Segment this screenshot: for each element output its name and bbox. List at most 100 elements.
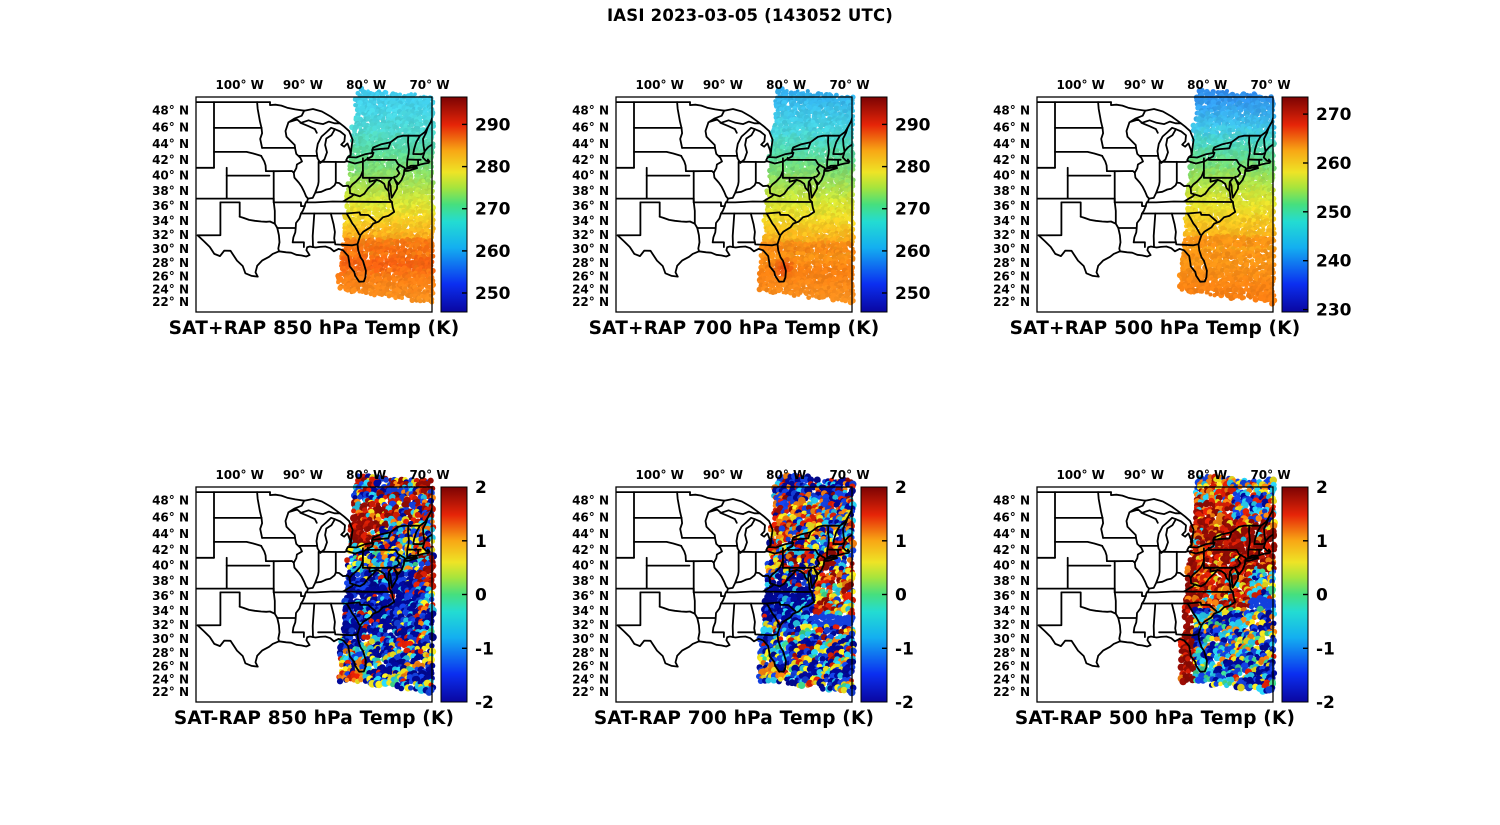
retrieval-field-dots bbox=[1176, 87, 1278, 307]
panel-title-sat-plus-rap-500: SAT+RAP 500 hPa Temp (K) bbox=[1009, 318, 1301, 339]
lat-tick-label: 46° N bbox=[993, 510, 1030, 524]
lon-tick-labels: 100° W 90° W 80° W 70° W bbox=[635, 468, 869, 482]
colorbar-tick-label: 280 bbox=[475, 158, 511, 178]
lat-tick-label: 22° N bbox=[572, 685, 609, 699]
lat-tick-label: 24° N bbox=[152, 672, 189, 686]
lon-tick-labels: 100° W 90° W 80° W 70° W bbox=[1056, 78, 1290, 92]
colorbar-tick-label: 2 bbox=[475, 478, 487, 498]
lat-tick-label: 48° N bbox=[152, 494, 189, 508]
lon-tick-label: 80° W bbox=[766, 468, 806, 482]
colorbar: 290 280 270 260 250 bbox=[860, 96, 931, 313]
lat-tick-label: 42° N bbox=[152, 543, 189, 557]
lat-tick-label: 32° N bbox=[993, 228, 1030, 242]
panel-sat-minus-rap-700: 100° W 90° W 80° W 70° W 48° N 46° N 44° N 42° … bbox=[572, 468, 914, 713]
panel-sat-minus-rap-850: 100° W 90° W 80° W 70° W 48° N 46° N 44° N 42° … bbox=[152, 468, 494, 713]
lat-tick-label: 36° N bbox=[572, 199, 609, 213]
lat-tick-label: 38° N bbox=[152, 184, 189, 198]
lat-tick-label: 42° N bbox=[152, 153, 189, 167]
lon-tick-label: 90° W bbox=[1124, 468, 1164, 482]
lat-tick-label: 30° N bbox=[572, 242, 609, 256]
lat-tick-label: 38° N bbox=[993, 184, 1030, 198]
lat-tick-label: 40° N bbox=[993, 169, 1030, 183]
lon-tick-label: 80° W bbox=[346, 78, 386, 92]
lon-tick-label: 100° W bbox=[215, 78, 263, 92]
lon-tick-label: 70° W bbox=[829, 468, 869, 482]
colorbar: 2 1 0 -1 -2 bbox=[860, 478, 914, 713]
lat-tick-label: 32° N bbox=[993, 618, 1030, 632]
colorbar-tick-label: 260 bbox=[895, 242, 931, 262]
lat-tick-label: 26° N bbox=[572, 659, 609, 673]
lat-tick-label: 22° N bbox=[152, 295, 189, 309]
lat-tick-label: 24° N bbox=[993, 282, 1030, 296]
colorbar-tick-label: -1 bbox=[1316, 639, 1335, 659]
lat-tick-label: 46° N bbox=[993, 120, 1030, 134]
lat-tick-label: 36° N bbox=[152, 589, 189, 603]
colorbar-tick-label: -2 bbox=[475, 693, 494, 713]
lat-tick-label: 30° N bbox=[993, 242, 1030, 256]
lat-tick-label: 42° N bbox=[572, 543, 609, 557]
lat-tick-label: 22° N bbox=[572, 295, 609, 309]
colorbar: 270 260 250 240 230 bbox=[1281, 96, 1352, 321]
panel-sat-minus-rap-500: 100° W 90° W 80° W 70° W 48° N 46° N 44° N 42° … bbox=[993, 468, 1335, 713]
state-borders bbox=[615, 101, 853, 283]
colorbar-tick-label: 1 bbox=[475, 532, 487, 552]
lat-tick-label: 30° N bbox=[152, 632, 189, 646]
lat-tick-label: 30° N bbox=[152, 242, 189, 256]
lat-tick-label: 22° N bbox=[993, 685, 1030, 699]
colorbar-tick-label: 280 bbox=[895, 158, 931, 178]
lat-tick-label: 44° N bbox=[993, 527, 1030, 541]
colorbar-tick-label: 250 bbox=[895, 284, 931, 304]
lat-tick-label: 44° N bbox=[152, 137, 189, 151]
lat-tick-label: 48° N bbox=[993, 104, 1030, 118]
axes-frame bbox=[615, 486, 853, 703]
lat-tick-label: 28° N bbox=[152, 256, 189, 270]
lat-tick-label: 44° N bbox=[572, 527, 609, 541]
lat-tick-label: 24° N bbox=[572, 282, 609, 296]
lat-tick-label: 46° N bbox=[572, 510, 609, 524]
lat-tick-label: 34° N bbox=[572, 604, 609, 618]
lat-tick-label: 36° N bbox=[993, 589, 1030, 603]
lat-tick-label: 32° N bbox=[152, 618, 189, 632]
panel-title-sat-minus-rap-700: SAT-RAP 700 hPa Temp (K) bbox=[593, 708, 875, 729]
lon-tick-label: 70° W bbox=[1250, 78, 1290, 92]
lat-tick-label: 30° N bbox=[572, 632, 609, 646]
lat-tick-label: 36° N bbox=[993, 199, 1030, 213]
colorbar-tick-label: 1 bbox=[895, 532, 907, 552]
lat-tick-label: 28° N bbox=[993, 646, 1030, 660]
lat-tick-label: 32° N bbox=[572, 618, 609, 632]
lat-tick-label: 26° N bbox=[993, 269, 1030, 283]
state-borders bbox=[195, 101, 433, 283]
lat-tick-label: 48° N bbox=[572, 104, 609, 118]
lat-tick-label: 26° N bbox=[572, 269, 609, 283]
lat-tick-label: 44° N bbox=[572, 137, 609, 151]
lat-tick-labels: 48° N 46° N 44° N 42° N 40° N38° N36° N34° N… bbox=[152, 104, 189, 309]
lat-tick-label: 42° N bbox=[993, 153, 1030, 167]
lon-tick-label: 70° W bbox=[1250, 468, 1290, 482]
retrieval-field-dots bbox=[335, 85, 437, 305]
lat-tick-label: 38° N bbox=[152, 574, 189, 588]
lat-tick-label: 40° N bbox=[152, 559, 189, 573]
lon-tick-label: 100° W bbox=[1056, 78, 1104, 92]
lat-tick-label: 38° N bbox=[572, 574, 609, 588]
lat-tick-label: 30° N bbox=[993, 632, 1030, 646]
colorbar-tick-label: -1 bbox=[475, 639, 494, 659]
lat-tick-label: 34° N bbox=[152, 604, 189, 618]
lat-tick-label: 44° N bbox=[152, 527, 189, 541]
lat-tick-label: 46° N bbox=[152, 120, 189, 134]
axes-frame bbox=[615, 96, 853, 313]
lat-tick-label: 28° N bbox=[572, 646, 609, 660]
lon-tick-label: 90° W bbox=[1124, 78, 1164, 92]
colorbar-tick-label: 260 bbox=[1316, 154, 1352, 174]
lat-tick-label: 28° N bbox=[152, 646, 189, 660]
colorbar-tick-label: 0 bbox=[475, 586, 487, 606]
panel-sat-plus-rap-500: 100° W 90° W 80° W 70° W 48° N 46° N 44° N 42° … bbox=[993, 78, 1352, 321]
lon-tick-label: 100° W bbox=[635, 78, 683, 92]
lon-tick-labels: 100° W 90° W 80° W 70° W bbox=[1056, 468, 1290, 482]
lat-tick-label: 40° N bbox=[572, 559, 609, 573]
axes-frame bbox=[195, 96, 433, 313]
lat-tick-label: 48° N bbox=[572, 494, 609, 508]
colorbar-tick-label: 240 bbox=[1316, 252, 1352, 272]
axes-frame bbox=[1036, 96, 1274, 313]
lat-tick-labels: 48° N 46° N 44° N 42° N 40° N38° N36° N34° N… bbox=[993, 494, 1030, 699]
colorbar-tick-label: 270 bbox=[895, 200, 931, 220]
